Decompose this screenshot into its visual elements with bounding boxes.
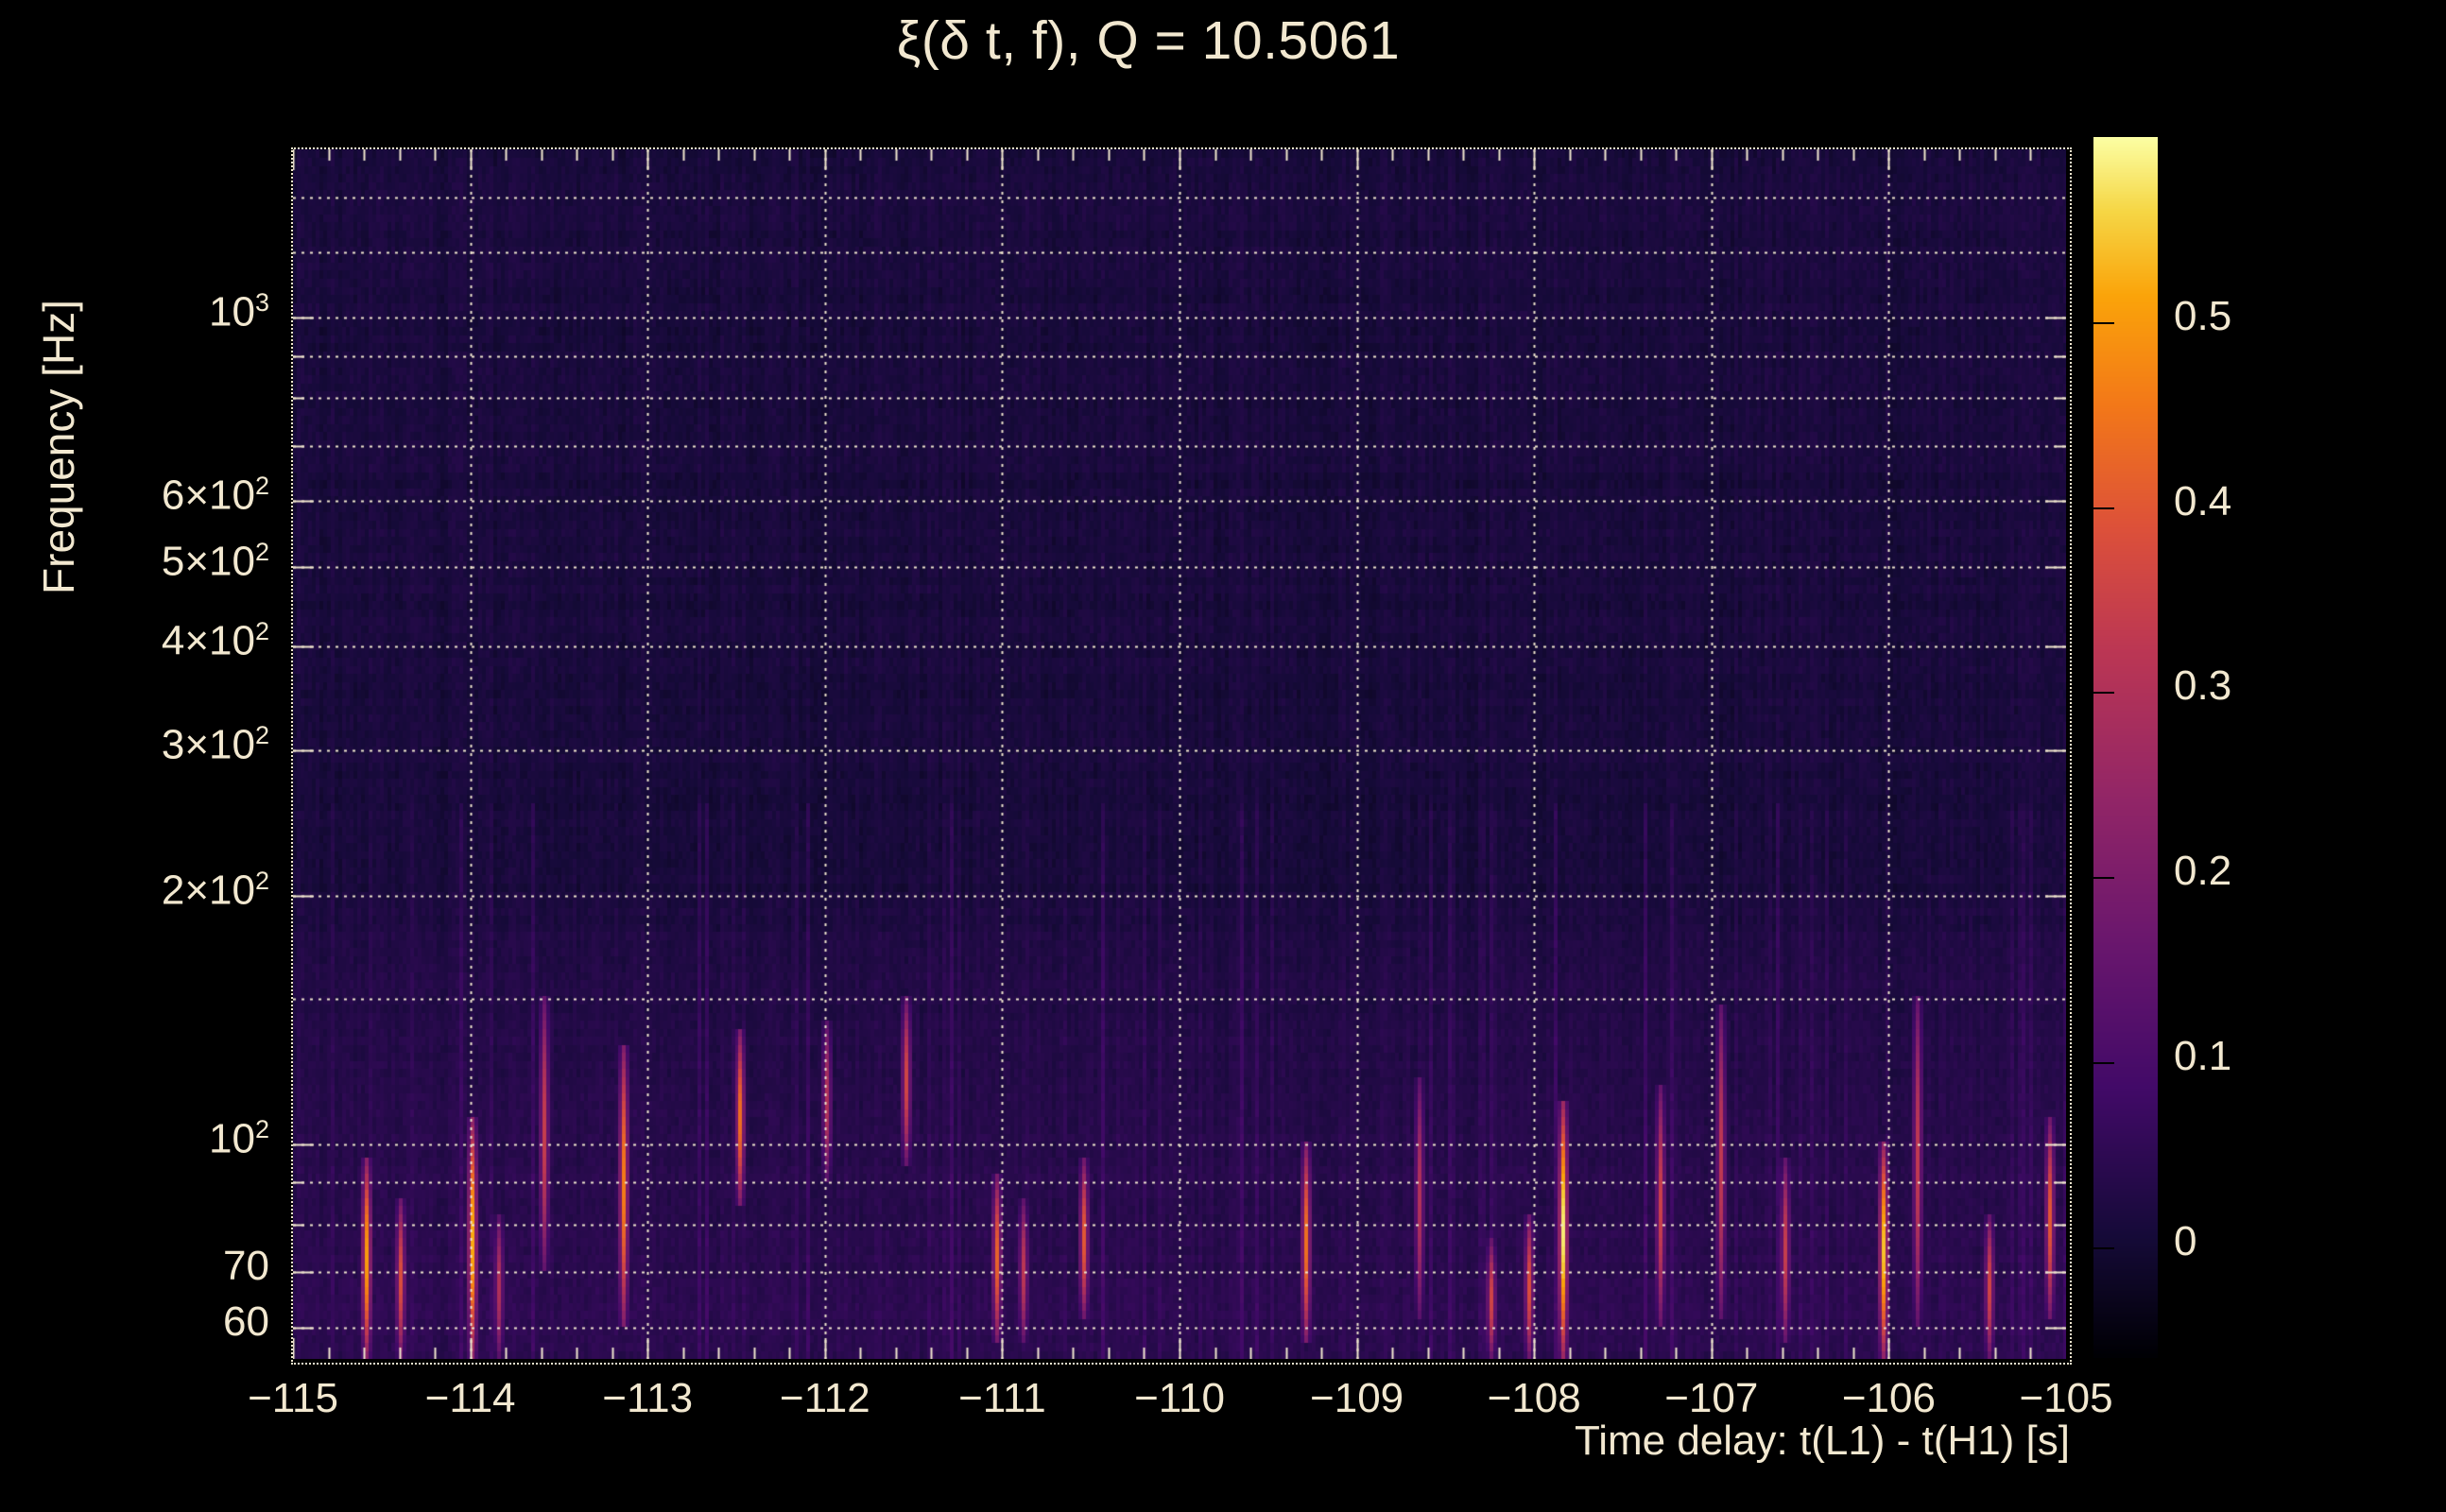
y-tick-label: 6×102 — [161, 472, 269, 520]
colorbar — [2093, 137, 2158, 1358]
x-tick-label: −107 — [1664, 1375, 1759, 1421]
x-tick-label: −109 — [1310, 1375, 1404, 1421]
colorbar-gradient — [2093, 137, 2158, 1358]
colorbar-tick-mark — [2093, 877, 2114, 879]
colorbar-tick-label: 0.3 — [2174, 662, 2232, 710]
colorbar-tick-label: 0.2 — [2174, 848, 2232, 895]
x-tick-label: −111 — [958, 1375, 1046, 1421]
x-tick-label: −115 — [248, 1375, 338, 1421]
colorbar-tick-label: 0.5 — [2174, 292, 2232, 339]
colorbar-tick-label: 0 — [2174, 1217, 2197, 1264]
x-tick-label: −113 — [602, 1375, 694, 1421]
colorbar-tick-mark — [2093, 1247, 2114, 1249]
colorbar-tick-mark — [2093, 507, 2114, 509]
y-tick-label: 4×102 — [161, 617, 269, 665]
y-tick-label: 2×102 — [161, 866, 269, 914]
heatmap-canvas — [293, 149, 2066, 1359]
x-axis-title: Time delay: t(L1) - t(H1) [s] — [1574, 1418, 2070, 1464]
x-tick-label: −106 — [1841, 1375, 1936, 1421]
x-tick-label: −110 — [1134, 1375, 1225, 1421]
y-tick-label: 60 — [223, 1297, 269, 1345]
colorbar-tick-label: 0.4 — [2174, 477, 2232, 524]
x-tick-label: −114 — [424, 1375, 516, 1421]
y-tick-label: 103 — [209, 288, 269, 336]
y-tick-label: 5×102 — [161, 537, 269, 585]
y-tick-label: 102 — [209, 1114, 269, 1162]
heatmap-plot-area — [293, 149, 2066, 1359]
y-tick-label: 70 — [223, 1243, 269, 1290]
y-tick-label: 3×102 — [161, 720, 269, 768]
x-tick-label: −105 — [2019, 1375, 2113, 1421]
colorbar-tick-label: 0.1 — [2174, 1032, 2232, 1079]
page-title: ξ(δ t, f), Q = 10.5061 — [896, 10, 1401, 71]
x-tick-label: −108 — [1487, 1375, 1581, 1421]
colorbar-tick-mark — [2093, 1062, 2114, 1064]
colorbar-tick-mark — [2093, 322, 2114, 324]
colorbar-tick-mark — [2093, 692, 2114, 694]
x-tick-label: −112 — [779, 1375, 870, 1421]
